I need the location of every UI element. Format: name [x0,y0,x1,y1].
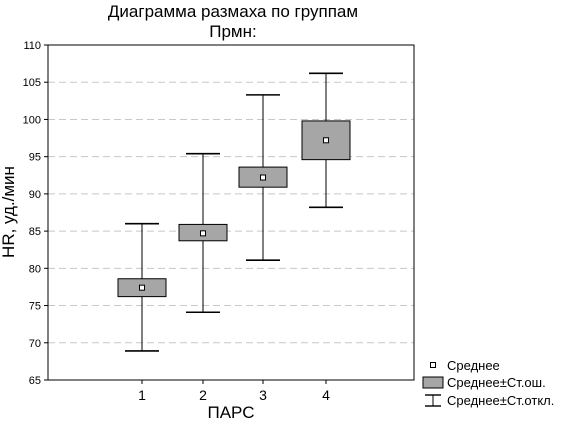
mean-marker [323,137,329,144]
y-tick-label: 110 [23,40,41,52]
x-axis: 1 2 3 4 [138,380,330,403]
chart-title: Диаграмма размаха по группам [108,2,358,21]
legend-label: Среднее±Ст.откл. [447,393,554,408]
mean-marker [260,174,266,181]
y-tick-label: 65 [29,375,41,387]
y-tick-label: 105 [23,77,41,89]
legend-mean-swatch [430,362,436,368]
legend: Среднее Среднее±Ст.ош. Среднее±Ст.откл. [422,358,554,408]
legend-label: Среднее [447,358,500,373]
x-tick-label: 3 [259,387,267,403]
chart-subtitle: Прмн: [209,22,256,41]
box-group-2 [178,152,228,314]
plot-area [47,44,415,381]
y-tick-label: 70 [29,338,41,350]
legend-item-se: Среднее±Ст.ош. [422,375,546,390]
legend-item-mean: Среднее [430,358,500,373]
y-axis: 65 70 75 80 85 90 95 100 105 110 [23,40,48,387]
y-tick-label: 95 [29,152,41,164]
y-tick-label: 90 [29,189,41,201]
legend-label: Среднее±Ст.ош. [447,375,546,390]
box-group-4 [301,72,351,209]
mean-marker [200,230,206,237]
x-tick-label: 2 [199,387,207,403]
legend-se-swatch [422,376,444,389]
box-group-3 [238,94,288,261]
y-tick-label: 80 [29,263,41,275]
legend-item-sd: Среднее±Ст.откл. [425,393,554,408]
y-tick-label: 75 [29,301,41,313]
box-series [117,72,351,352]
y-tick-label: 85 [29,226,41,238]
mean-marker [139,284,145,291]
x-tick-label: 1 [138,387,146,403]
box-group-1 [117,222,167,352]
x-axis-label: ПАРС [208,403,255,422]
y-axis-label: HR, уд./мин [0,166,18,258]
y-tick-label: 100 [23,114,41,126]
x-tick-label: 4 [322,387,330,403]
grid-lines [48,81,414,344]
